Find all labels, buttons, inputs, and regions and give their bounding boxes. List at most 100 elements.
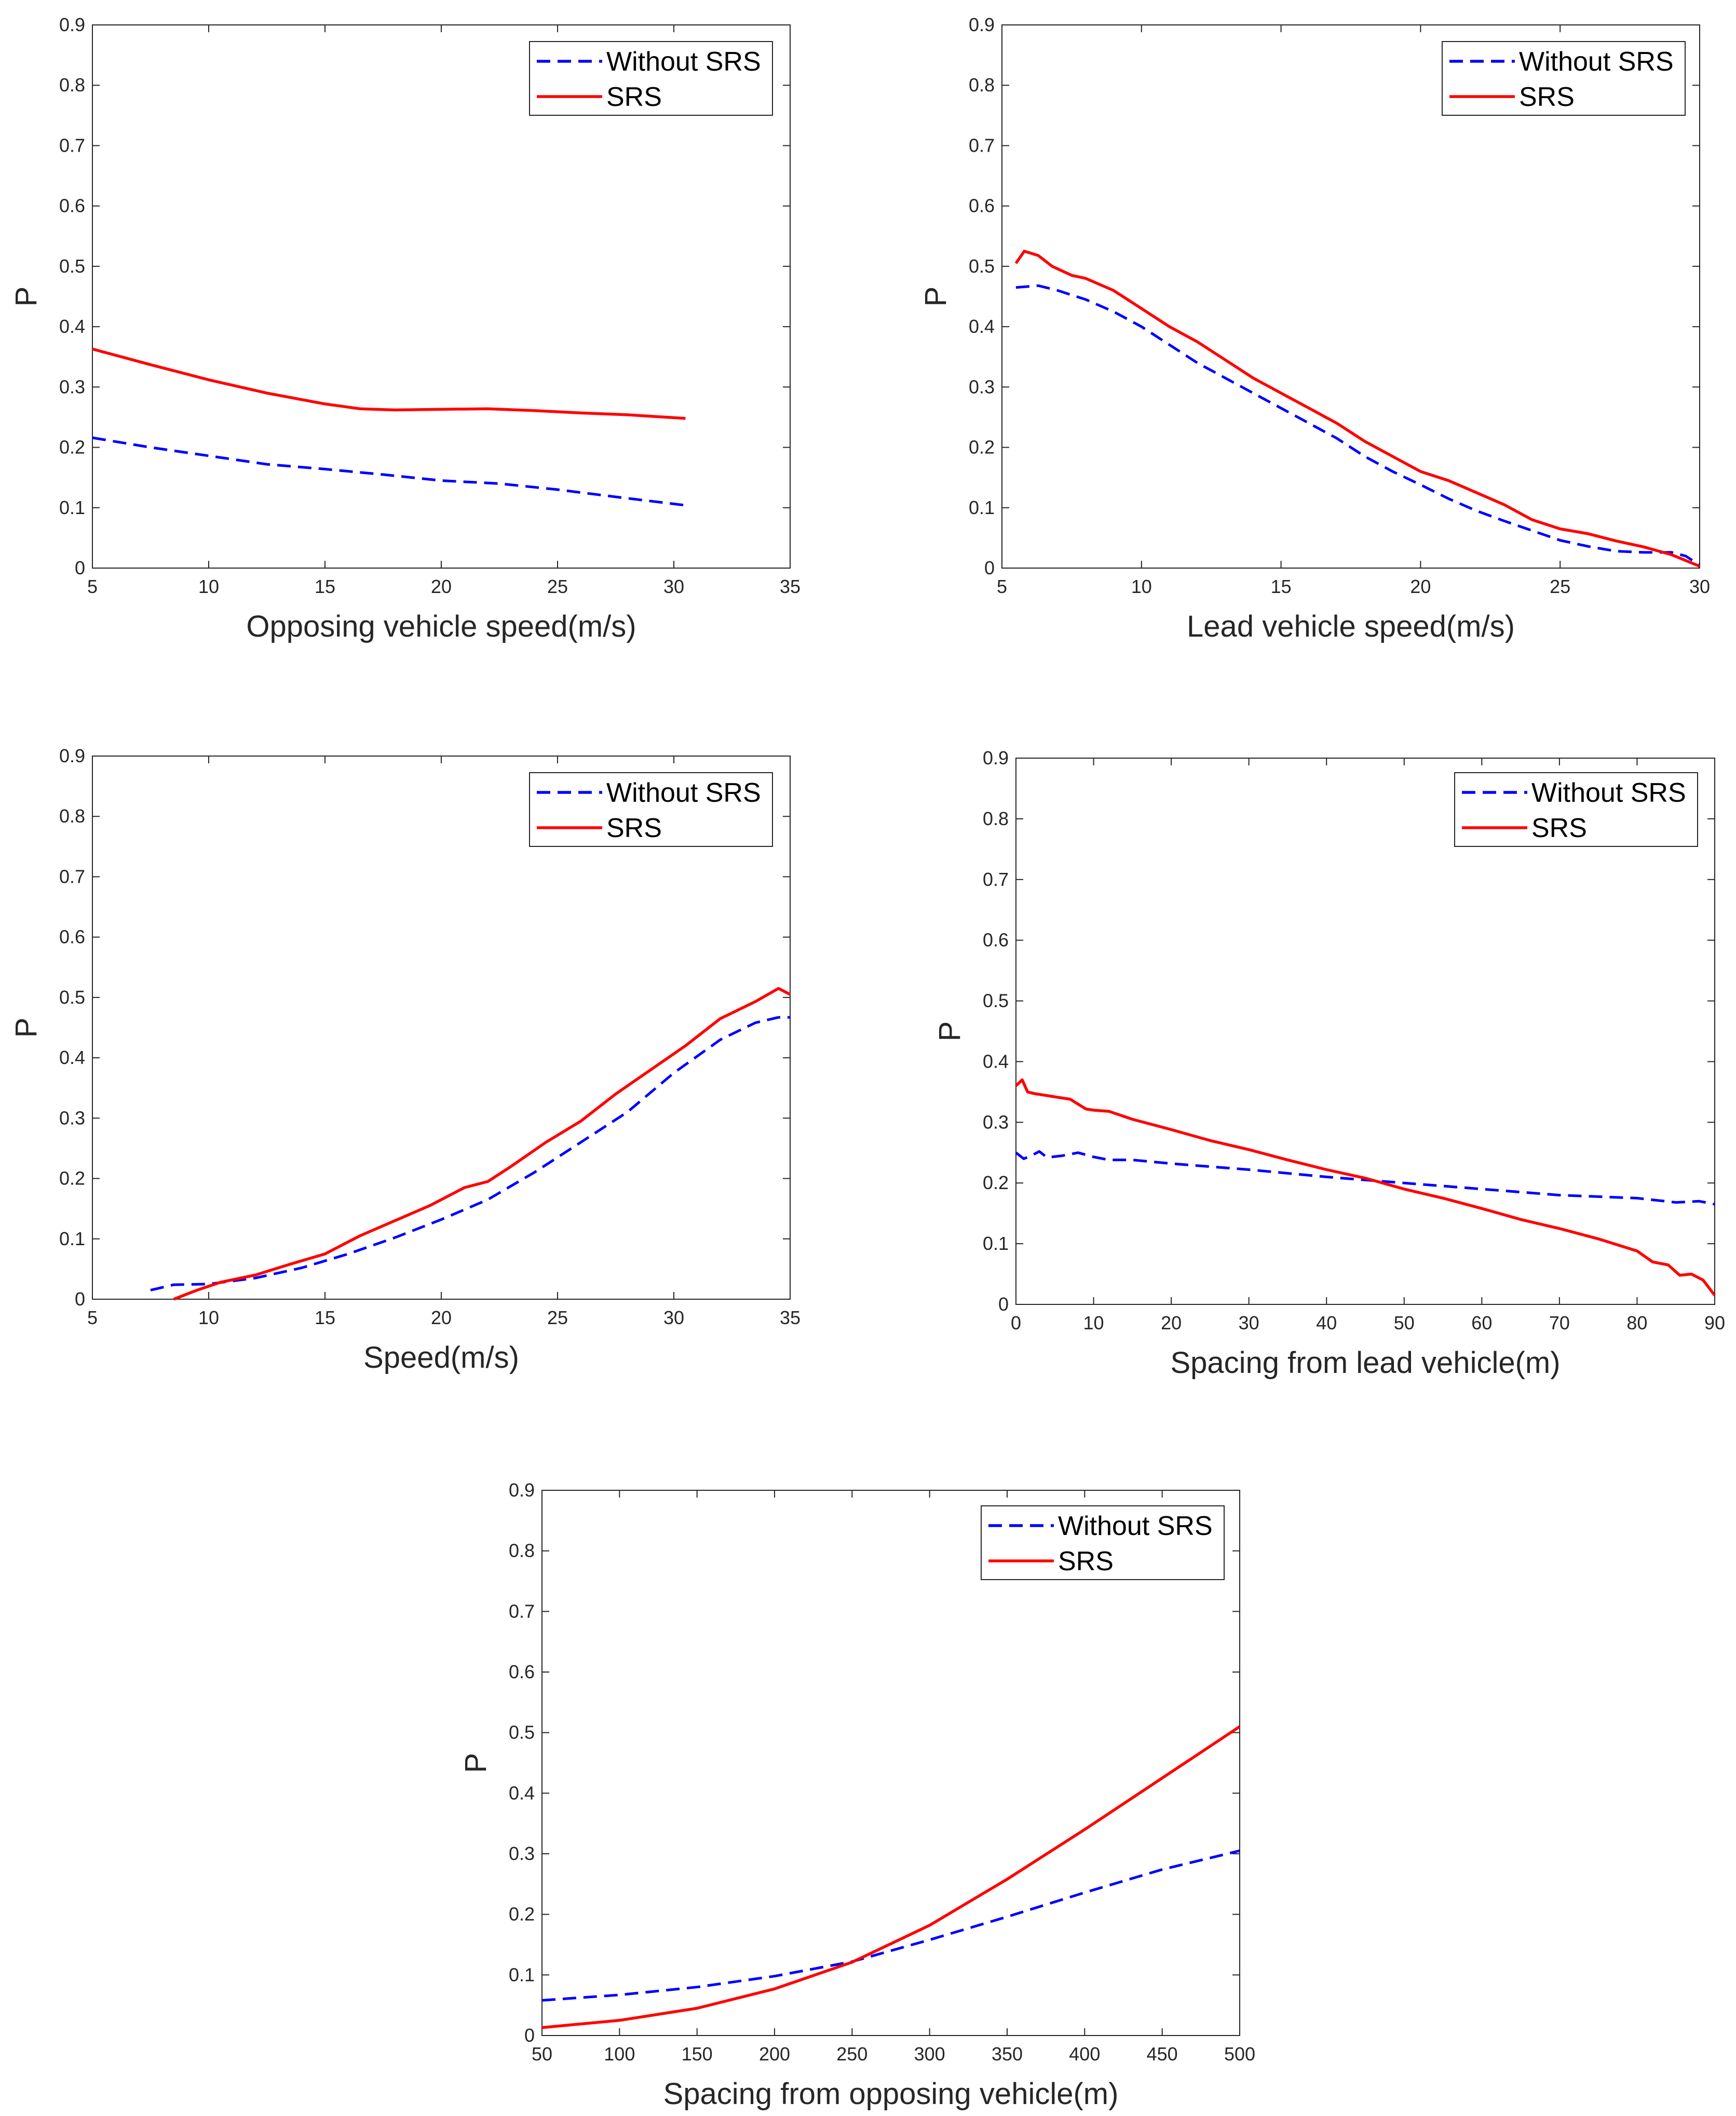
series-line-srs (92, 347, 686, 420)
x-axis-label: Spacing from lead vehicle(m) (1170, 1346, 1560, 1380)
legend-label-without-srs: Without SRS (1058, 1511, 1213, 1541)
y-tick-label: 0.4 (969, 316, 995, 337)
y-tick-label: 0.4 (59, 316, 85, 337)
x-tick-label: 25 (547, 576, 568, 597)
y-tick-label: 0.8 (509, 1540, 535, 1561)
x-axis-label: Spacing from opposing vehicle(m) (663, 2077, 1119, 2111)
x-tick-label: 35 (780, 576, 801, 597)
x-tick-label: 100 (604, 2043, 635, 2065)
y-tick-label: 0.4 (983, 1050, 1009, 1072)
y-tick-label: 0.2 (983, 1172, 1009, 1193)
x-tick-label: 15 (1271, 576, 1292, 597)
y-tick-label: 0.7 (983, 869, 1009, 890)
y-tick-label: 0.8 (969, 74, 995, 96)
y-tick-label: 0.9 (59, 745, 85, 766)
y-tick-label: 0.2 (509, 1904, 535, 1925)
x-tick-label: 25 (547, 1307, 568, 1328)
y-tick-label: 0.2 (59, 1168, 85, 1189)
x-tick-label: 300 (914, 2043, 945, 2065)
x-tick-label: 200 (759, 2043, 790, 2065)
y-tick-label: 0.6 (59, 195, 85, 217)
y-tick-label: 0.5 (59, 987, 85, 1008)
series-line-srs (1015, 1078, 1716, 1297)
legend-box (529, 41, 773, 116)
y-tick-label: 0.6 (59, 926, 85, 948)
legend-box (529, 772, 773, 847)
y-tick-label: 0.7 (969, 134, 995, 156)
y-tick-label: 0.6 (983, 929, 1009, 951)
chart-spacing-from-opposing-vehicle: 50 100 150 200 250 300 350 400 450 500 0 0.1 0.2 0.3 0… (459, 1479, 1255, 2111)
y-axis-label: P (933, 1021, 967, 1042)
axes-box (1001, 24, 1700, 569)
y-tick-label: 0.5 (969, 255, 995, 277)
legend-label-without-srs: Without SRS (1519, 47, 1674, 77)
y-tick-label: 0.2 (59, 437, 85, 458)
y-tick-label: 0.3 (969, 376, 995, 397)
y-tick-label: 0.6 (969, 195, 995, 217)
y-tick-label: 0 (75, 1288, 85, 1310)
y-tick-label: 0.1 (509, 1964, 535, 1985)
y-tick-label: 0.8 (59, 74, 85, 96)
x-tick-label: 35 (780, 1307, 801, 1328)
x-tick-label: 250 (836, 2043, 867, 2065)
x-tick-label: 15 (315, 576, 335, 597)
y-tick-label: 0.3 (59, 376, 85, 397)
x-tick-label: 20 (431, 1307, 452, 1328)
series-line-without-srs (1015, 284, 1701, 567)
chart-opposing-vehicle-speed: 5 10 15 20 25 30 35 0 0.1 0.2 0.3 0.4 0.5 0.6 0.7 0.8 0.… (9, 14, 801, 643)
y-axis-label: P (459, 1753, 493, 1773)
x-tick-label: 150 (682, 2043, 713, 2065)
y-tick-label: 0.9 (509, 1479, 535, 1501)
legend-label-srs: SRS (1519, 82, 1575, 112)
y-tick-label: 0 (998, 1293, 1009, 1315)
y-axis-label: P (9, 1018, 43, 1038)
x-tick-label: 5 (87, 576, 98, 597)
chart-lead-vehicle-speed: 5 10 15 20 25 30 0 0.1 0.2 0.3 0.4 0.5 0.6 0.7 0.8 0.9 L… (919, 14, 1710, 643)
x-tick-label: 30 (1689, 576, 1710, 597)
x-axis-label: Opposing vehicle speed(m/s) (246, 610, 636, 643)
y-tick-label: 0.4 (509, 1782, 535, 1803)
legend-box (981, 1505, 1225, 1580)
x-axis-label: Speed(m/s) (363, 1341, 519, 1374)
x-tick-label: 0 (1011, 1312, 1021, 1333)
x-tick-label: 350 (992, 2043, 1023, 2065)
x-tick-label: 30 (663, 1307, 684, 1328)
series-line-srs (541, 1725, 1241, 2029)
y-tick-label: 0.3 (59, 1107, 85, 1128)
chart-spacing-from-lead-vehicle: 0 10 20 30 40 50 60 70 80 90 0 0.1 0.2 0.3 0.4 0.5 0.6 0.… (933, 747, 1725, 1380)
y-tick-label: 0.5 (59, 255, 85, 277)
x-tick-label: 40 (1316, 1312, 1337, 1333)
legend-label-without-srs: Without SRS (1531, 778, 1686, 808)
y-tick-label: 0.9 (969, 14, 995, 35)
x-tick-label: 20 (1161, 1312, 1182, 1333)
axes-box (1015, 758, 1715, 1305)
y-tick-label: 0.5 (983, 990, 1009, 1012)
y-tick-label: 0.8 (59, 805, 85, 827)
axes-box (541, 1490, 1240, 2036)
y-tick-label: 0 (524, 2025, 535, 2046)
chart-speed: 5 10 15 20 25 30 35 0 0.1 0.2 0.3 0.4 0.5 0.6 0.7 0.8 0.… (9, 745, 801, 1374)
series-line-without-srs (1015, 1150, 1715, 1206)
y-tick-label: 0.4 (59, 1047, 85, 1068)
y-tick-label: 0.7 (509, 1600, 535, 1622)
series-line-srs (173, 987, 791, 1301)
series-line-without-srs (541, 1849, 1240, 2002)
x-tick-label: 90 (1704, 1312, 1725, 1333)
x-tick-label: 80 (1626, 1312, 1647, 1333)
x-tick-label: 10 (198, 1307, 219, 1328)
series-line-without-srs (92, 436, 686, 507)
x-tick-label: 10 (1131, 576, 1152, 597)
y-tick-label: 0.9 (59, 14, 85, 35)
y-axis-label: P (919, 287, 953, 307)
legend-label-srs: SRS (1531, 813, 1587, 843)
legend-label-srs: SRS (1058, 1546, 1114, 1576)
x-tick-label: 5 (87, 1307, 98, 1328)
y-tick-label: 0.1 (969, 497, 995, 518)
legend-label-without-srs: Without SRS (606, 778, 761, 808)
x-tick-label: 450 (1147, 2043, 1178, 2065)
y-tick-label: 0.7 (59, 866, 85, 887)
x-tick-label: 15 (315, 1307, 335, 1328)
y-tick-label: 0.8 (983, 808, 1009, 829)
